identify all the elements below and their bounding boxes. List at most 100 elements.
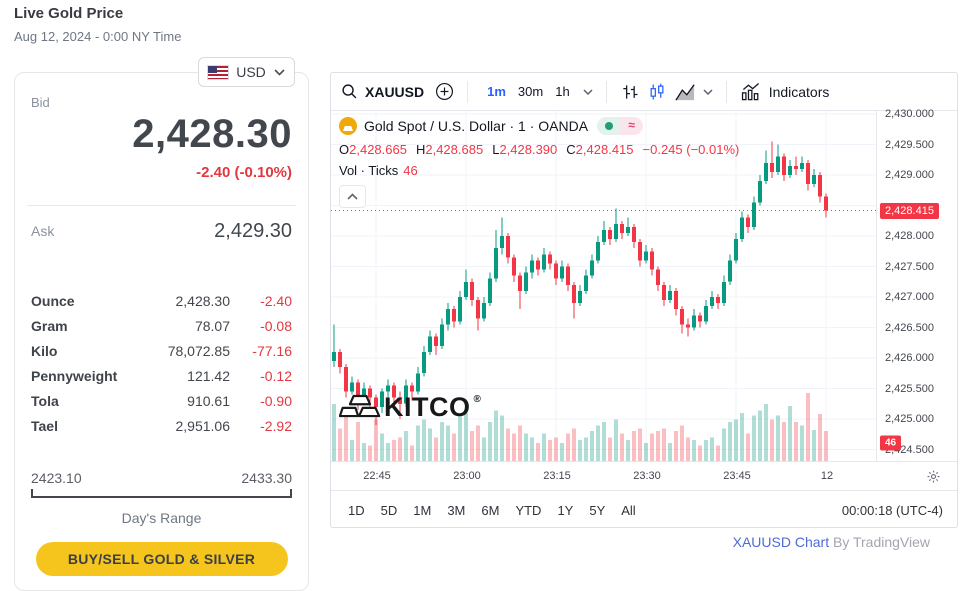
change-value: −0.245 (−0.01%) [642, 142, 740, 157]
tradingview-chart-widget: XAUUSD 1m 30m 1h Indicators [330, 72, 958, 528]
unit-price: 910.61 [187, 392, 230, 409]
unit-change: -77.16 [252, 342, 292, 359]
bid-price: 2,428.30 [132, 112, 292, 156]
time-axis[interactable]: 22:45 23:00 23:15 23:30 23:45 12 [331, 461, 957, 490]
high-value: 2,428.685 [425, 142, 484, 157]
unit-row: Tael 2,951.06 -2.92 [31, 413, 292, 438]
chart-legend: Gold Spot / U.S. Dollar · 1 · OANDA ≈ O2… [339, 117, 739, 178]
unit-row: Tola 910.61 -0.90 [31, 388, 292, 413]
kitco-bars-icon [339, 394, 381, 418]
unit-price: 2,951.06 [175, 417, 231, 434]
current-price-label: 2,428.415 [880, 202, 939, 219]
range-button-5D[interactable]: 5D [380, 502, 398, 518]
volume-badge: 46 [880, 435, 902, 451]
unit-change: -2.40 [260, 292, 292, 309]
interval-button-1m[interactable]: 1m [487, 84, 506, 99]
tradingview-attribution-link[interactable]: XAUUSD Chart [732, 534, 830, 550]
ohlc-row: O2,428.665 H2,428.685 L2,428.390 C2,428.… [339, 142, 740, 157]
compare-icon[interactable] [435, 82, 454, 101]
chart-plot[interactable]: Gold Spot / U.S. Dollar · 1 · OANDA ≈ O2… [331, 111, 876, 461]
interval-button-30m[interactable]: 30m [517, 84, 544, 99]
volume-value: 46 [403, 163, 418, 178]
timezone-display[interactable]: 00:00:18 (UTC-4) [841, 502, 943, 518]
unit-change: -0.90 [260, 392, 292, 409]
volume-label: Vol · Ticks [339, 163, 399, 178]
gear-icon[interactable] [926, 469, 941, 487]
day-range-high: 2433.30 [241, 470, 292, 486]
bid-change: -2.40 (-0.10%) [196, 164, 292, 181]
toolbar-separator [725, 80, 727, 103]
unit-label: Kilo [31, 342, 58, 359]
range-button-1Y[interactable]: 1Y [557, 502, 574, 518]
time-axis-label: 23:00 [453, 470, 481, 482]
tradingview-attribution-rest: By TradingView [829, 534, 930, 550]
price-axis-label: 2,430.000 [885, 108, 934, 120]
range-button-3M[interactable]: 3M [447, 502, 466, 518]
range-button-1M[interactable]: 1M [413, 502, 432, 518]
gold-coin-icon [339, 117, 357, 135]
kitco-logo: KITCO ® [339, 392, 481, 422]
bars-chart-icon[interactable] [620, 82, 640, 102]
close-value: 2,428.415 [575, 142, 634, 157]
chart-type-menu-chevron-icon[interactable] [703, 88, 713, 95]
kitco-wordmark: KITCO [384, 392, 471, 422]
range-button-6M[interactable]: 6M [481, 502, 500, 518]
range-button-YTD[interactable]: YTD [515, 502, 542, 518]
unit-label: Tael [31, 417, 58, 434]
tradingview-attribution: XAUUSD Chart By TradingView [330, 534, 958, 550]
range-button-5Y[interactable]: 5Y [589, 502, 606, 518]
collapse-legend-button[interactable] [339, 185, 366, 208]
price-axis-label: 2,426.000 [885, 352, 934, 364]
indicators-button[interactable]: Indicators [740, 82, 830, 102]
unit-row: Gram 78.07 -0.08 [31, 313, 292, 338]
currency-selector[interactable]: USD [198, 57, 295, 87]
day-range-low: 2423.10 [31, 470, 82, 486]
area-chart-icon[interactable] [674, 82, 696, 102]
range-button-All[interactable]: All [621, 502, 636, 518]
time-axis-label: 12 [820, 470, 834, 482]
market-open-dot [597, 117, 621, 135]
candles-chart-icon[interactable] [647, 82, 667, 102]
day-range-values: 2423.10 2433.30 [31, 470, 292, 486]
interval-button-1h[interactable]: 1h [555, 84, 570, 99]
range-button-1D[interactable]: 1D [348, 502, 365, 518]
buy-sell-button[interactable]: BUY/SELL GOLD & SILVER [35, 542, 288, 576]
quote-card: Bid 2,428.30 -2.40 (-0.10%) Ask 2,429.30… [14, 72, 309, 591]
currency-value: USD [236, 64, 266, 80]
interval-menu-chevron-icon[interactable] [583, 88, 593, 95]
volume-row: Vol · Ticks 46 [339, 163, 739, 178]
unit-label: Ounce [31, 292, 75, 309]
market-status-badge: ≈ [597, 117, 644, 135]
time-axis-label: 23:45 [723, 470, 751, 482]
toolbar-separator [605, 80, 607, 103]
indicators-label: Indicators [768, 83, 830, 100]
low-value: 2,428.390 [499, 142, 558, 157]
price-axis-label: 2,425.000 [885, 413, 934, 425]
price-axis-label: 2,429.500 [885, 138, 934, 151]
chevron-down-icon [274, 68, 285, 76]
toolbar-separator [467, 80, 469, 103]
unit-label: Gram [31, 317, 68, 334]
price-axis-label: 2,428.000 [885, 230, 934, 242]
unit-change: -2.92 [260, 417, 292, 434]
ask-price: 2,429.30 [214, 219, 292, 242]
symbol-title[interactable]: Gold Spot / U.S. Dollar · 1 · OANDA [364, 118, 589, 134]
day-range-label: Day's Range [121, 510, 202, 526]
time-axis-label: 22:45 [363, 470, 391, 482]
indicators-icon [741, 82, 759, 100]
price-axis-label: 2,425.500 [885, 382, 934, 395]
search-icon[interactable] [341, 83, 358, 100]
collapse-up-icon [347, 193, 358, 200]
unit-price: 2,428.30 [175, 292, 231, 309]
volume-series [332, 392, 828, 461]
ask-row: Ask 2,429.30 [31, 218, 292, 244]
bid-label: Bid [31, 95, 50, 110]
symbol-search-button[interactable]: XAUUSD [365, 83, 425, 100]
price-axis[interactable]: 2,428.415 46 2,430.000 2,429.500 2,429.000… [876, 108, 957, 461]
time-axis-label: 23:30 [633, 470, 661, 482]
unit-row: Kilo 78,072.85 -77.16 [31, 338, 292, 363]
time-axis-label: 23:15 [543, 470, 571, 482]
price-axis-label: 2,427.500 [885, 260, 934, 273]
unit-price: 78,072.85 [167, 342, 230, 359]
unit-price-table: Ounce 2,428.30 -2.40 Gram 78.07 -0.08 Kilo 78,0… [31, 288, 292, 438]
